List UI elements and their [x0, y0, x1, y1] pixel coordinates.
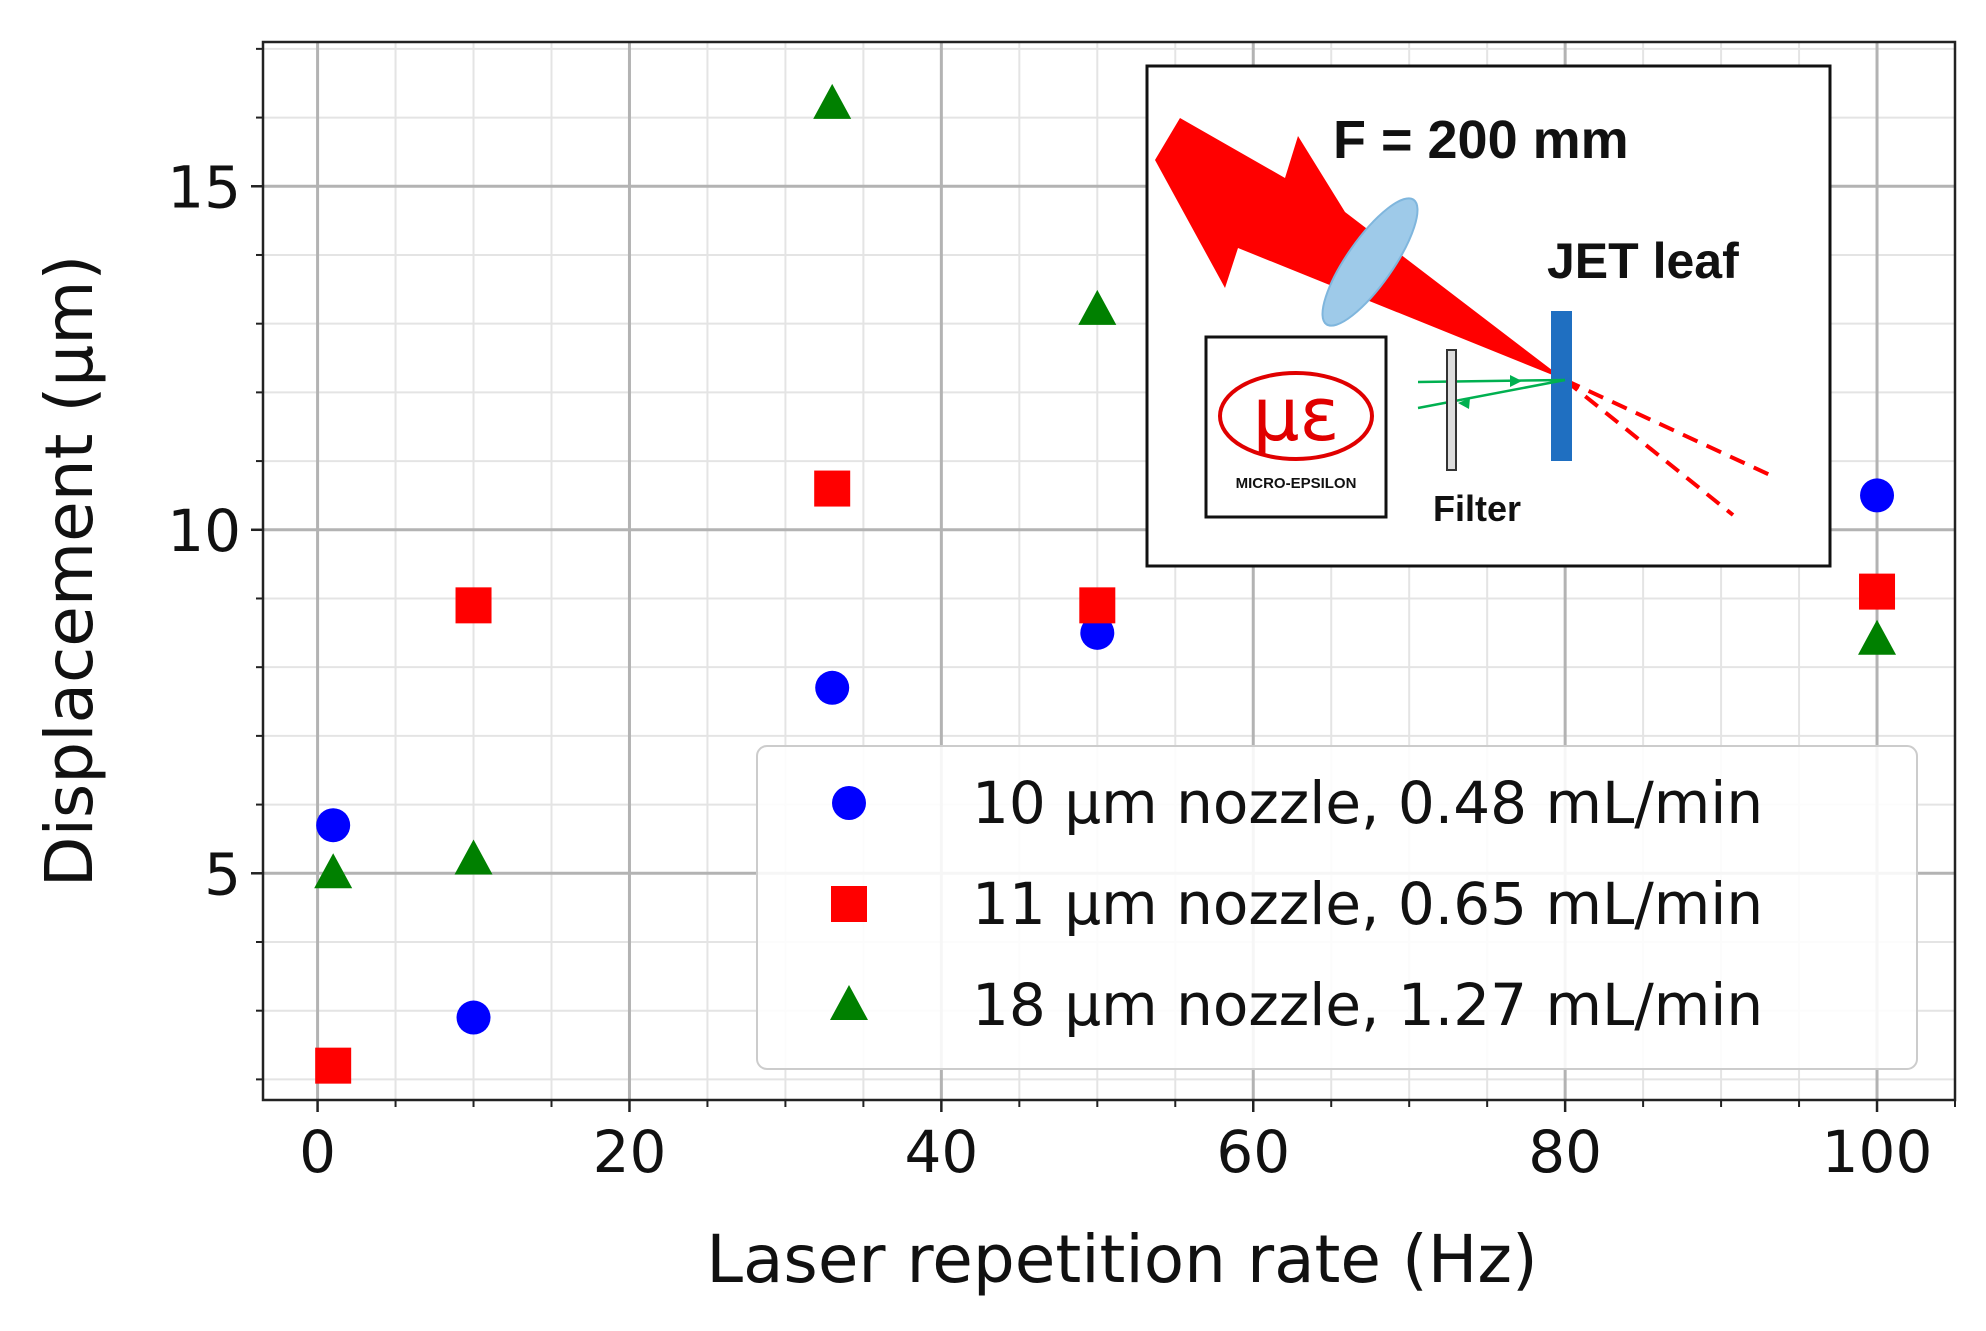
focal-length-label: F = 200 mm	[1333, 110, 1629, 170]
y-tick-label: 5	[204, 840, 241, 908]
data-point-circle	[456, 1000, 491, 1035]
data-point-circle	[815, 670, 850, 705]
micro-epsilon-logo	[1218, 371, 1374, 461]
sensor-beam-line	[1417, 378, 1566, 410]
data-point-square	[1859, 573, 1896, 610]
x-tick-label: 80	[1528, 1118, 1602, 1186]
filter-label: Filter	[1433, 488, 1521, 529]
data-point-square	[315, 1047, 352, 1084]
sensor-brand-label: MICRO-EPSILON	[1236, 475, 1357, 492]
scattered-beam-line	[1564, 378, 1771, 477]
arrow-left-icon	[1458, 398, 1470, 409]
legend-box	[756, 745, 1918, 1070]
lens-icon	[1321, 197, 1419, 327]
legend: 10 μm nozzle, 0.48 mL/min 11 μm nozzle, …	[756, 745, 1918, 1070]
data-point-circle	[1080, 615, 1115, 650]
x-tick-label: 60	[1216, 1118, 1290, 1186]
x-tick-label: 100	[1822, 1118, 1933, 1186]
legend-marker-triangle	[830, 985, 868, 1020]
data-point-circle	[1860, 478, 1895, 513]
data-points	[314, 83, 1897, 1084]
data-point-square	[1079, 587, 1116, 624]
data-point-square	[455, 587, 492, 624]
y-tick-label: 15	[167, 153, 241, 221]
sensor-box	[1204, 335, 1388, 519]
plot-area-frame	[261, 40, 1957, 1102]
x-tick-labels: 0 20 40 60 80 100	[299, 1118, 1932, 1186]
legend-label-11um: 11 μm nozzle, 0.65 mL/min	[972, 870, 1763, 938]
data-point-square	[814, 470, 851, 507]
legend-marker-circle	[832, 786, 866, 820]
setup-inset-diagram: με MICRO-EPSILON F = 200 mm JET leaf Fil…	[1145, 64, 1832, 568]
x-axis-title: Laser repetition rate (Hz)	[706, 1221, 1538, 1298]
y-axis-title: Displacement (μm)	[31, 255, 108, 887]
legend-label-10um: 10 μm nozzle, 0.48 mL/min	[972, 769, 1763, 837]
x-tick-label: 40	[904, 1118, 978, 1186]
data-point-triangle	[454, 839, 493, 875]
jet-leaf-icon	[1551, 311, 1572, 461]
data-point-triangle	[1078, 289, 1117, 325]
target-label: JET leaf	[1547, 233, 1739, 289]
axis-ticks	[251, 47, 1956, 1112]
data-point-triangle	[314, 853, 353, 889]
micro-epsilon-logo: με	[1252, 372, 1339, 458]
arrow-right-icon	[1510, 375, 1522, 387]
data-point-triangle	[813, 83, 852, 119]
legend-markers	[830, 786, 868, 1020]
x-tick-label: 0	[299, 1118, 336, 1186]
legend-label-18um: 18 μm nozzle, 1.27 mL/min	[972, 971, 1763, 1039]
filter-icon	[1446, 349, 1457, 471]
y-tick-labels: 5 10 15	[167, 153, 241, 908]
y-tick-label: 10	[167, 497, 241, 565]
legend-marker-square	[831, 886, 867, 922]
x-tick-label: 20	[593, 1118, 667, 1186]
data-point-circle	[316, 808, 351, 843]
scattered-beam-line	[1563, 378, 1735, 517]
data-point-triangle	[1858, 619, 1897, 655]
sensor-beam-line	[1417, 378, 1566, 384]
